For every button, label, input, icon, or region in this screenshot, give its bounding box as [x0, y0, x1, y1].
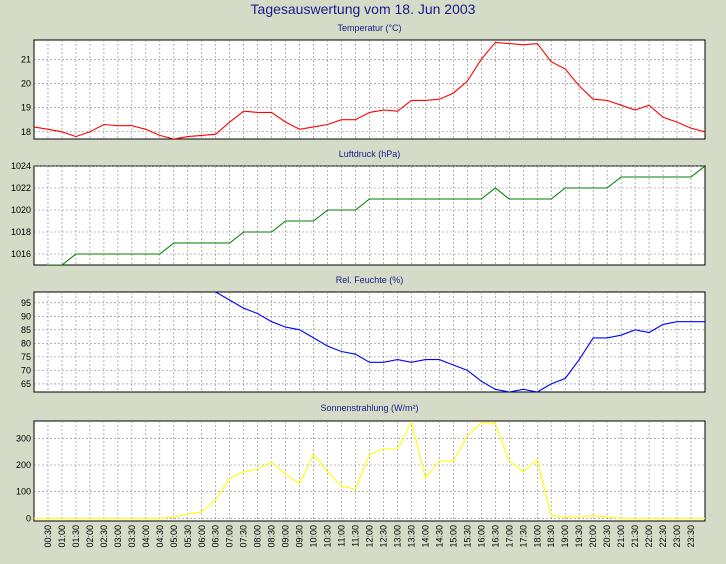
y-tick-label: 19 — [21, 103, 31, 113]
x-tick-label: 17:30 — [518, 525, 528, 548]
y-tick-label: 100 — [16, 487, 31, 497]
x-tick-label: 02:30 — [99, 525, 109, 548]
x-tick-label: 05:00 — [169, 525, 179, 548]
x-tick-label: 14:00 — [420, 525, 430, 548]
x-tick-label: 18:30 — [546, 525, 556, 548]
x-tick-label: 20:00 — [588, 525, 598, 548]
x-tick-label: 04:30 — [155, 525, 165, 548]
x-tick-label: 05:30 — [183, 525, 193, 548]
x-tick-label: 13:30 — [406, 525, 416, 548]
x-tick-label: 17:00 — [504, 525, 514, 548]
x-tick-label: 16:00 — [476, 525, 486, 548]
x-tick-label: 06:30 — [211, 525, 221, 548]
chart-title: Temperatur (°C) — [337, 23, 401, 33]
x-tick-label: 13:00 — [392, 525, 402, 548]
x-tick-label: 08:00 — [253, 525, 263, 548]
y-tick-label: 70 — [21, 365, 31, 375]
x-tick-label: 10:30 — [323, 525, 333, 548]
x-tick-label: 23:30 — [686, 525, 696, 548]
y-tick-label: 1016 — [11, 249, 31, 259]
x-tick-label: 15:00 — [448, 525, 458, 548]
y-tick-label: 21 — [21, 54, 31, 64]
x-tick-label: 14:30 — [434, 525, 444, 548]
y-tick-label: 75 — [21, 352, 31, 362]
x-tick-label: 00:30 — [43, 525, 53, 548]
x-tick-label: 11:00 — [337, 525, 347, 547]
y-tick-label: 1024 — [11, 161, 31, 171]
x-tick-label: 09:00 — [281, 525, 291, 548]
series-line — [34, 41, 705, 139]
x-tick-label: 07:30 — [239, 525, 249, 548]
y-tick-label: 20 — [21, 78, 31, 88]
x-tick-label: 18:00 — [532, 525, 542, 548]
y-tick-label: 1022 — [11, 183, 31, 193]
series-line — [46, 166, 705, 265]
page-title: Tagesauswertung vom 18. Jun 2003 — [250, 1, 476, 17]
x-tick-label: 03:00 — [113, 525, 123, 548]
x-tick-label: 03:30 — [127, 525, 137, 548]
chart-panel-4: Sonnenstrahlung (W/m²) 0 100 200 300 — [16, 403, 706, 523]
x-tick-label: 19:00 — [560, 525, 570, 548]
y-tick-label: 80 — [21, 338, 31, 348]
chart-title: Rel. Feuchte (%) — [336, 275, 404, 285]
series-line — [215, 292, 705, 392]
x-tick-label: 12:00 — [365, 525, 375, 548]
chart-title: Sonnenstrahlung (W/m²) — [320, 403, 418, 413]
series-line — [34, 421, 705, 519]
x-tick-label: 02:00 — [85, 525, 95, 548]
chart-panel-3: Rel. Feuchte (%) 65 70 75 80 85 90 95 — [21, 275, 706, 393]
x-tick-label: 11:30 — [351, 525, 361, 547]
x-axis: 00:30 01:00 01:30 02:00 02:30 03:00 03:30 04:00… — [43, 525, 696, 548]
x-tick-label: 01:30 — [71, 525, 81, 548]
x-tick-label: 23:00 — [672, 525, 682, 548]
x-tick-label: 04:00 — [141, 525, 151, 548]
x-tick-label: 21:00 — [616, 525, 626, 548]
y-tick-label: 0 — [26, 513, 31, 523]
x-tick-label: 06:00 — [197, 525, 207, 548]
chart-panel-2: Luftdruck (hPa) 1016 1018 1020 1022 1024 — [11, 149, 706, 266]
x-tick-label: 22:30 — [658, 525, 668, 548]
x-tick-label: 12:30 — [378, 525, 388, 548]
y-tick-label: 1018 — [11, 227, 31, 237]
x-tick-label: 15:30 — [462, 525, 472, 548]
x-tick-label: 08:30 — [267, 525, 277, 548]
y-tick-label: 65 — [21, 379, 31, 389]
x-tick-label: 07:00 — [225, 525, 235, 548]
x-tick-label: 16:30 — [490, 525, 500, 548]
x-tick-label: 09:30 — [295, 525, 305, 548]
y-tick-label: 95 — [21, 298, 31, 308]
x-tick-label: 22:00 — [644, 525, 654, 548]
x-tick-label: 10:00 — [309, 525, 319, 548]
x-tick-label: 01:00 — [57, 525, 67, 548]
y-tick-label: 85 — [21, 325, 31, 335]
chart-title: Luftdruck (hPa) — [339, 149, 401, 159]
x-tick-label: 20:30 — [602, 525, 612, 548]
y-tick-label: 18 — [21, 127, 31, 137]
y-tick-label: 300 — [16, 433, 31, 443]
y-tick-label: 90 — [21, 311, 31, 321]
x-tick-label: 19:30 — [574, 525, 584, 548]
y-tick-label: 200 — [16, 460, 31, 470]
chart-panel-1: Temperatur (°C) 18 19 20 21 — [21, 23, 706, 140]
y-tick-label: 1020 — [11, 205, 31, 215]
x-tick-label: 21:30 — [630, 525, 640, 548]
